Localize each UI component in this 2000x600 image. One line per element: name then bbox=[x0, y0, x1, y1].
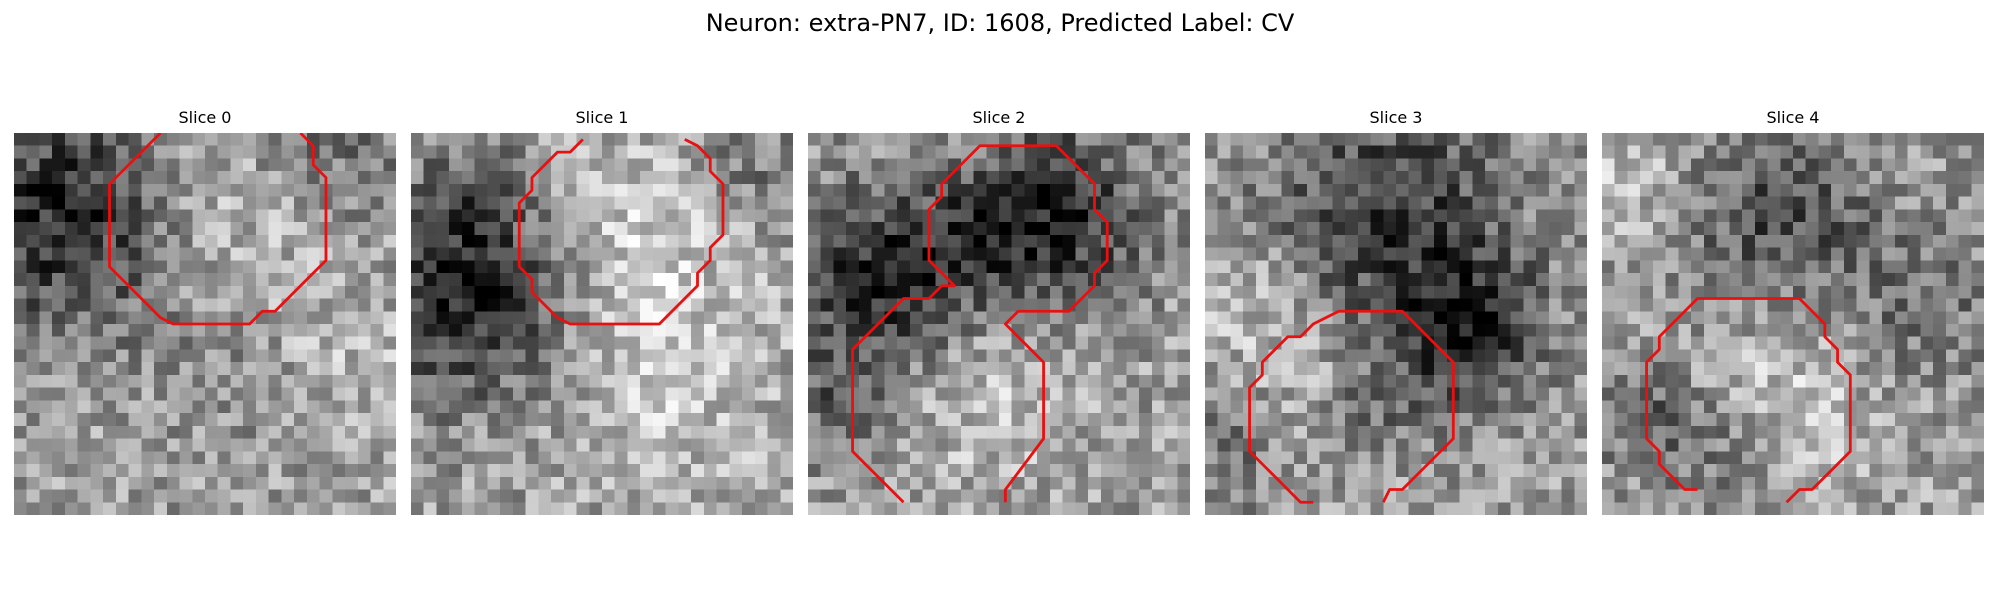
slice-3-title: Slice 3 bbox=[1369, 108, 1423, 127]
slice-1-title: Slice 1 bbox=[575, 108, 629, 127]
slice-1-image bbox=[411, 133, 793, 515]
segmentation-contour bbox=[517, 138, 725, 326]
slice-panel-3: Slice 3 bbox=[1205, 108, 1587, 515]
figure-title: Neuron: extra-PN7, ID: 1608, Predicted L… bbox=[705, 9, 1295, 37]
slice-4-title: Slice 4 bbox=[1766, 108, 1820, 127]
slice-panel-4: Slice 4 bbox=[1602, 108, 1984, 515]
slice-panel-2: Slice 2 bbox=[808, 108, 1190, 515]
segmentation-contour bbox=[108, 133, 328, 326]
slice-2-title: Slice 2 bbox=[972, 108, 1026, 127]
slice-panel-1: Slice 1 bbox=[411, 108, 793, 515]
slice-0-image bbox=[14, 133, 396, 515]
slice-panel-0: Slice 0 bbox=[14, 108, 396, 515]
slice-2-image bbox=[808, 133, 1190, 515]
slice-4-image bbox=[1602, 133, 1984, 515]
segmentation-contour bbox=[851, 144, 1109, 504]
slice-0-title: Slice 0 bbox=[178, 108, 232, 127]
segmentation-contour bbox=[1248, 309, 1455, 504]
slice-3-image bbox=[1205, 133, 1587, 515]
segmentation-contour bbox=[1645, 297, 1852, 504]
